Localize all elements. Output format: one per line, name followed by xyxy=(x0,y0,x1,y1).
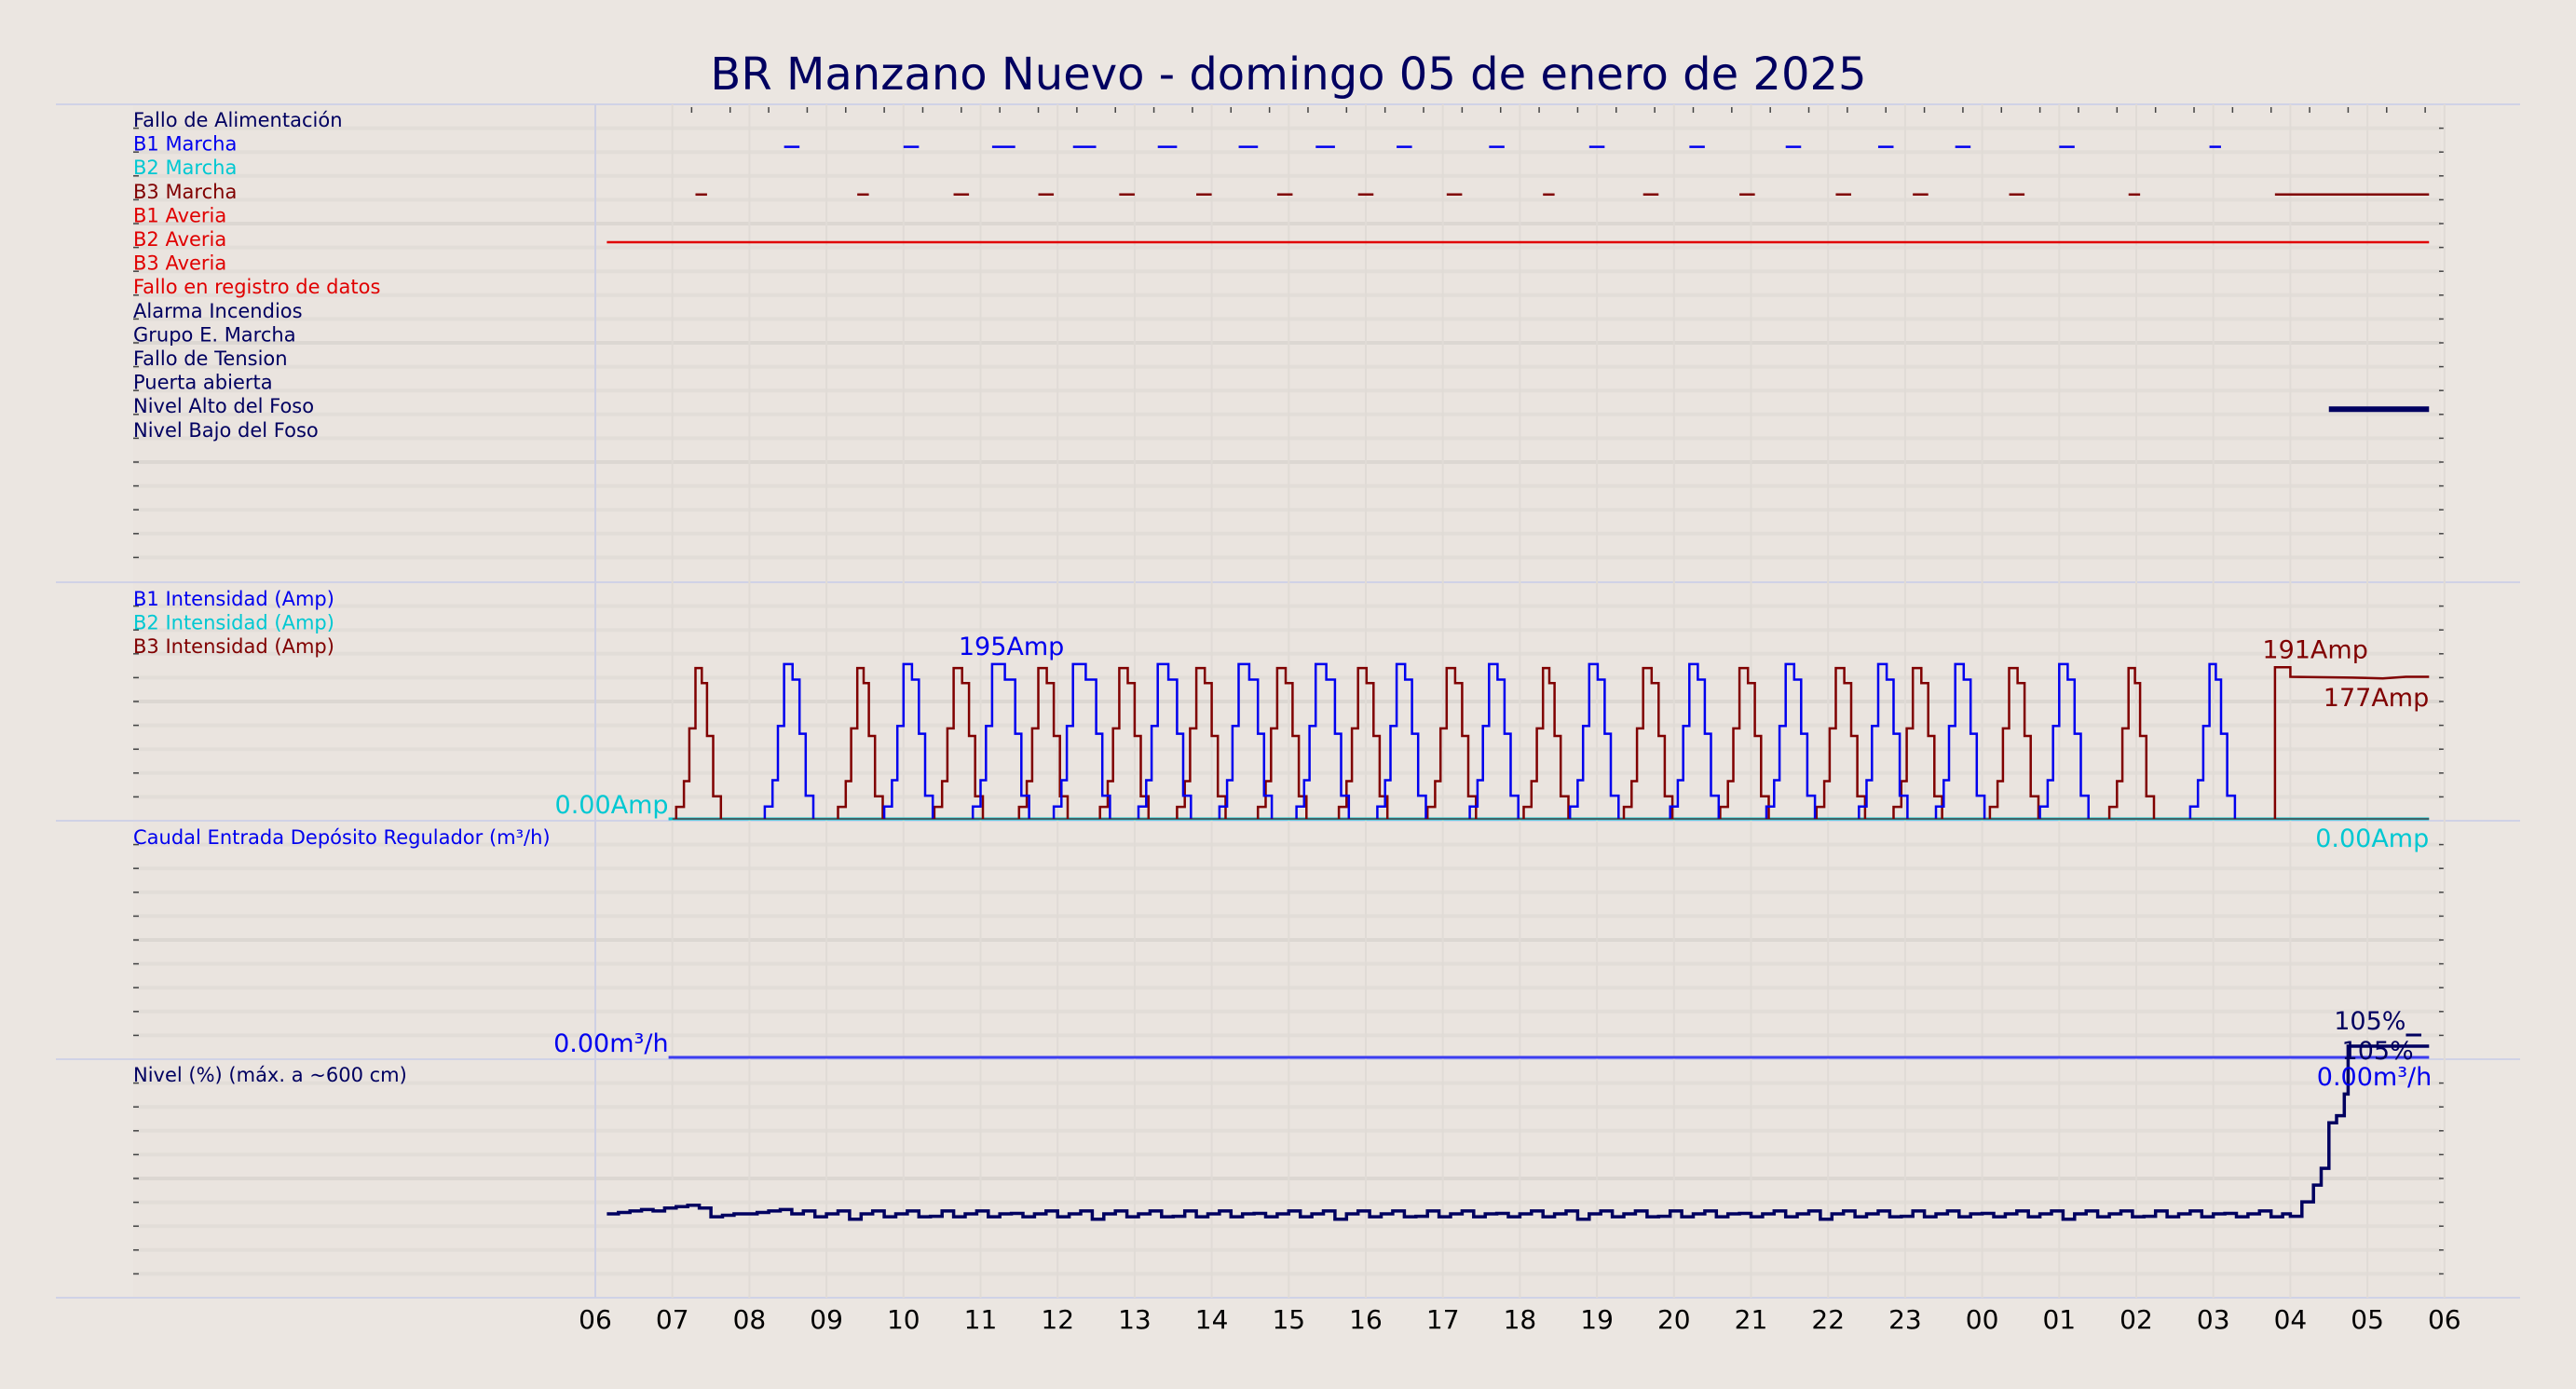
x-tick-label: 02 xyxy=(2119,1304,2153,1335)
status-label: B2 Marcha xyxy=(133,157,237,179)
b1-intensity-pulse xyxy=(1468,662,1520,819)
b3-intensity-pulse xyxy=(2107,666,2156,819)
b1-intensity-pulse xyxy=(1669,662,1721,819)
b3-intensity-pulse xyxy=(1719,666,1770,819)
b1-intensity-pulse xyxy=(763,662,815,819)
x-tick-label: 12 xyxy=(1041,1304,1074,1335)
x-tick-label: 23 xyxy=(1888,1304,1922,1335)
x-tick-label: 10 xyxy=(887,1304,920,1335)
intensity-label: B3 Intensidad (Amp) xyxy=(133,635,334,658)
x-tick-label: 19 xyxy=(1580,1304,1614,1335)
b1-intensity-pulse xyxy=(1934,662,1986,819)
status-label: B3 Marcha xyxy=(133,181,237,203)
b3-intensity-pulse xyxy=(1337,666,1389,819)
b1-intensity-pulse xyxy=(2188,662,2237,819)
x-tick-label: 20 xyxy=(1657,1304,1691,1335)
b3-intensity-pulse xyxy=(837,666,884,819)
status-label: Nivel Bajo del Foso xyxy=(133,419,319,442)
x-tick-label: 09 xyxy=(810,1304,843,1335)
b3-intensity-pulse xyxy=(1988,666,2040,819)
x-tick-label: 04 xyxy=(2274,1304,2308,1335)
status-label: Fallo en registro de datos xyxy=(133,276,380,298)
x-tick-label: 16 xyxy=(1349,1304,1383,1335)
x-tick-label: 21 xyxy=(1735,1304,1768,1335)
x-tick-label: 22 xyxy=(1811,1304,1845,1335)
b3-intensity-pulse xyxy=(1892,666,1943,819)
b3-intensity-pulse xyxy=(675,666,723,819)
status-label: B3 Averia xyxy=(133,252,226,275)
grid-lines xyxy=(56,103,2520,1299)
level-annotation: 105% xyxy=(2334,1007,2406,1036)
intensity-annotation: 0.00Amp xyxy=(555,791,669,820)
x-tick-label: 00 xyxy=(1966,1304,1999,1335)
x-tick-label: 17 xyxy=(1426,1304,1460,1335)
flow-annotation: 0.00m³/h xyxy=(2317,1063,2432,1092)
intensity-annotation: 177Amp xyxy=(2324,684,2429,713)
status-label: Grupo E. Marcha xyxy=(133,323,296,346)
b3-intensity-pulse xyxy=(1815,666,1867,819)
status-label: Fallo de Alimentación xyxy=(133,109,343,131)
b3-intensity-tail xyxy=(2273,666,2430,819)
status-label: Nivel Alto del Foso xyxy=(133,395,314,417)
flow-label: Caudal Entrada Depósito Regulador (m³/h) xyxy=(133,826,551,849)
intensity-annotation: 195Amp xyxy=(959,633,1064,661)
x-tick-label: 03 xyxy=(2197,1304,2230,1335)
b3-intensity-pulse xyxy=(1622,666,1674,819)
x-tick-label: 15 xyxy=(1272,1304,1305,1335)
b1-intensity-pulse xyxy=(1376,662,1427,819)
b1-intensity-pulse xyxy=(1295,662,1351,819)
x-tick-label: 13 xyxy=(1118,1304,1152,1335)
b3-intensity-pulse xyxy=(1522,666,1570,819)
x-tick-label: 08 xyxy=(733,1304,767,1335)
x-tick-label: 18 xyxy=(1504,1304,1537,1335)
x-axis: 06 07 08 09 10 11 12 13 14 15 16 17 18 19 20 21 22 23 00 01… xyxy=(579,1304,2460,1335)
status-label: B1 Averia xyxy=(133,204,226,226)
level-annotation: 105% xyxy=(2342,1037,2414,1066)
x-tick-label: 11 xyxy=(964,1304,998,1335)
x-tick-label: 05 xyxy=(2351,1304,2384,1335)
intensity-annotation: 0.00Amp xyxy=(2315,824,2429,853)
intensity-label: B2 Intensidad (Amp) xyxy=(133,612,334,634)
status-label: B2 Averia xyxy=(133,228,226,251)
chart-title: BR Manzano Nuevo - domingo 05 de enero d… xyxy=(710,48,1866,101)
x-tick-label: 06 xyxy=(579,1304,612,1335)
b1-intensity-pulse xyxy=(882,662,934,819)
status-label: B1 Marcha xyxy=(133,133,237,156)
b3-intensity-pulse xyxy=(1017,666,1070,819)
status-label: Puerta abierta xyxy=(133,372,273,394)
data-marks xyxy=(607,145,2430,1221)
b3-intensity-pulse xyxy=(1176,666,1227,819)
level-line xyxy=(607,1044,2430,1221)
intensity-annotation: 191Amp xyxy=(2262,635,2367,664)
b1-intensity-pulse xyxy=(1137,662,1193,819)
level-label: Nivel (%) (máx. a ~600 cm) xyxy=(133,1064,407,1086)
x-tick-label: 01 xyxy=(2042,1304,2076,1335)
x-tick-label: 06 xyxy=(2428,1304,2461,1335)
b1-intensity-pulse xyxy=(1218,662,1274,819)
b3-intensity-pulse xyxy=(1256,666,1308,819)
x-tick-label: 14 xyxy=(1195,1304,1229,1335)
status-label: Alarma Incendios xyxy=(133,300,303,322)
flow-annotation: 0.00m³/h xyxy=(553,1029,668,1058)
b1-intensity-pulse xyxy=(1568,662,1620,819)
b1-intensity-pulse xyxy=(971,662,1030,819)
b3-intensity-pulse xyxy=(1425,666,1478,819)
b1-intensity-pulse xyxy=(1052,662,1111,819)
intensity-label: B1 Intensidad (Amp) xyxy=(133,588,334,610)
status-label: Fallo de Tension xyxy=(133,347,288,370)
b3-intensity-pulse xyxy=(1098,666,1151,819)
b3-intensity-pulse xyxy=(933,666,985,819)
x-tick-label: 07 xyxy=(656,1304,689,1335)
b1-intensity-pulse xyxy=(1858,662,1909,819)
b1-intensity-pulse xyxy=(2038,662,2090,819)
b1-intensity-pulse xyxy=(1765,662,1817,819)
